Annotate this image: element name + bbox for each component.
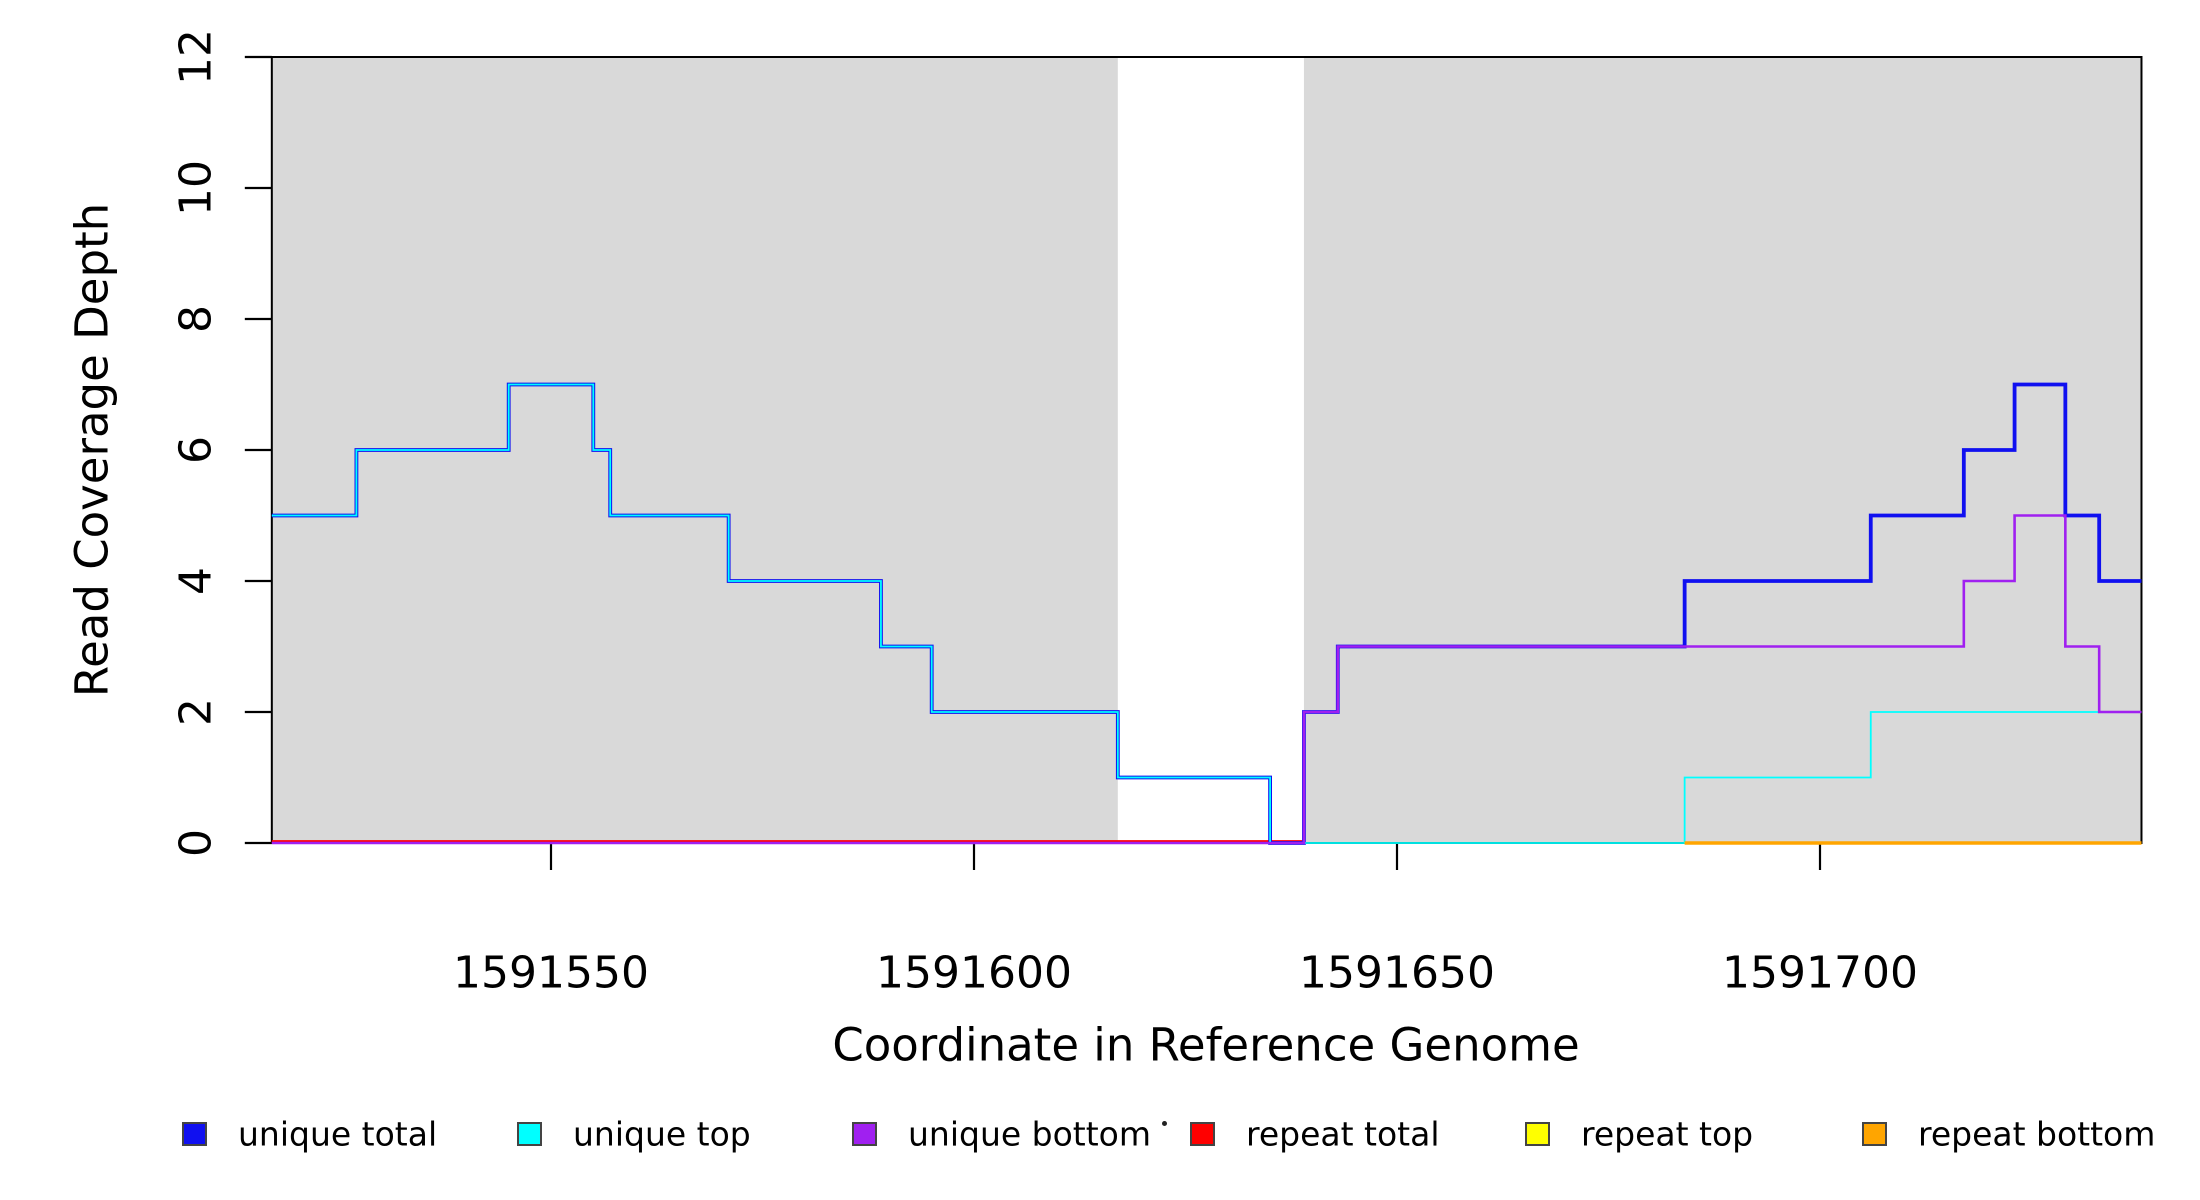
legend-label-unique-bottom: unique bottom [908,1114,1152,1154]
legend-swatch-repeat-total [1190,1122,1215,1146]
legend-label-unique-top: unique top [573,1114,751,1154]
series-line-unique-bottom [271,514,2142,845]
y-tick-label-1: 2 [170,698,222,726]
x-tick-label-0: 1591550 [453,947,649,999]
y-tick-label-0: 0 [170,829,222,857]
y-axis-title: Read Coverage Depth [65,202,119,698]
legend-swatch-unique-total [182,1122,207,1146]
x-tick-label-1: 1591600 [876,947,1072,999]
y-tick-label-3: 6 [170,436,222,464]
legend-label-repeat-top: repeat top [1581,1114,1754,1154]
legend-swatch-repeat-bottom [1862,1122,1887,1146]
legend-stray-dot [1162,1121,1167,1126]
legend-swatch-unique-top [517,1122,542,1146]
y-tick-label-2: 4 [170,567,222,595]
y-tick-label-6: 12 [170,29,222,85]
legend-label-repeat-total: repeat total [1246,1114,1440,1154]
x-tick-label-2: 1591650 [1299,947,1495,999]
legend-label-repeat-bottom: repeat bottom [1918,1114,2156,1154]
legend-swatch-unique-bottom [852,1122,877,1146]
x-axis-title: Coordinate in Reference Genome [832,1018,1580,1072]
series-line-unique-top [271,383,2142,844]
y-tick-label-4: 8 [170,305,222,333]
x-tick-label-3: 1591700 [1722,947,1918,999]
y-tick-label-5: 10 [170,160,222,216]
legend-swatch-repeat-top [1525,1122,1550,1146]
legend-label-unique-total: unique total [238,1114,438,1154]
